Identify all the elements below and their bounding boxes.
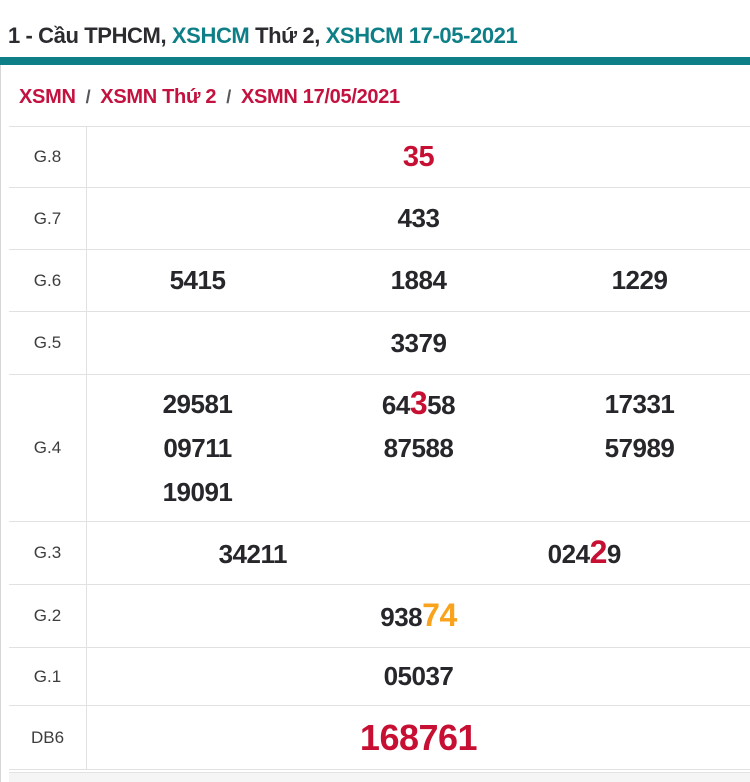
prize-number-segment: 433 — [398, 203, 440, 234]
prize-cell: 1884 — [308, 265, 529, 296]
prize-number-segment: 57989 — [605, 433, 675, 464]
prize-line: 5415 1884 1229 — [87, 265, 750, 296]
prize-number-segment: 09711 — [163, 433, 231, 464]
title-link[interactable]: XSHCM 17-05-2021 — [326, 23, 518, 48]
prize-label: G.8 — [9, 127, 87, 187]
prize-number-segment: 5415 — [170, 265, 226, 296]
prize-number-segment: 87588 — [384, 433, 454, 464]
title-text: 1 - Cầu TPHCM, — [8, 23, 172, 48]
prize-cell: 34211 — [87, 539, 419, 570]
prize-line: 168761 — [87, 720, 750, 756]
prize-number-segment: 3379 — [391, 328, 447, 359]
prize-number-segment: 64 — [382, 390, 410, 421]
prize-label: DB6 — [9, 706, 87, 769]
prize-number-segment: 29581 — [163, 389, 233, 420]
prize-cell: 19091 — [87, 477, 308, 508]
breadcrumb-separator: / — [86, 87, 91, 107]
prize-number-segment: 05037 — [384, 661, 454, 692]
prize-row-g5: G.5 3379 — [9, 311, 750, 374]
breadcrumb-separator: / — [226, 87, 231, 107]
prize-row-g6: G.6 5415 1884 1229 — [9, 249, 750, 311]
prize-cell: 17331 — [529, 389, 750, 420]
prize-cell: 3379 — [87, 328, 750, 359]
prize-number-segment: 9 — [607, 539, 621, 570]
prize-number-segment: 024 — [548, 539, 590, 570]
accent-bar — [0, 57, 750, 65]
prize-line: 433 — [87, 203, 750, 234]
prize-line: 19091 — [87, 470, 750, 514]
prize-line: 35 — [87, 141, 750, 174]
prize-cell: 29581 — [87, 389, 308, 420]
prize-cell: 05037 — [87, 661, 750, 692]
prize-cell: 57989 — [529, 433, 750, 464]
prize-label: G.3 — [9, 522, 87, 584]
prize-row-g7: G.7 433 — [9, 187, 750, 249]
prize-cell: 168761 — [87, 720, 750, 756]
prize-line: 05037 — [87, 661, 750, 692]
prize-number-segment: 938 — [380, 602, 422, 633]
prize-row-g8: G.8 35 — [9, 126, 750, 187]
prize-number-segment: 17331 — [605, 389, 675, 420]
prize-number-segment: 1229 — [612, 265, 668, 296]
highlighted-digit: 3 — [410, 387, 427, 419]
prize-values: 433 — [87, 188, 750, 249]
prize-cell: 1229 — [529, 265, 750, 296]
title-text: Thứ 2, — [249, 23, 325, 48]
prize-values: 168761 — [87, 706, 750, 769]
prize-number-segment: 19091 — [163, 477, 233, 508]
prize-label: G.4 — [9, 375, 87, 521]
breadcrumb-link[interactable]: XSMN Thứ 2 — [100, 86, 216, 108]
page-title: 1 - Cầu TPHCM, XSHCM Thứ 2, XSHCM 17-05-… — [0, 0, 750, 50]
prize-number-segment: 58 — [427, 390, 455, 421]
prize-cell: 35 — [87, 141, 750, 174]
content-panel: XSMN / XSMN Thứ 2 / XSMN 17/05/2021 G.8 35 G.7… — [0, 65, 750, 782]
prize-cell: 09711 — [87, 433, 308, 464]
prize-values: 05037 — [87, 648, 750, 705]
highlighted-digit: 35 — [403, 141, 434, 174]
prize-label: G.1 — [9, 648, 87, 705]
prize-line: 09711 87588 57989 — [87, 426, 750, 470]
prize-cell: 5415 — [87, 265, 308, 296]
title-link[interactable]: XSHCM — [172, 23, 249, 48]
prize-row-db6: DB6 168761 — [9, 705, 750, 770]
prize-label: G.5 — [9, 312, 87, 374]
prize-label: G.2 — [9, 585, 87, 647]
prize-values: 5415 1884 1229 — [87, 250, 750, 311]
prize-row-g1: G.1 05037 — [9, 647, 750, 705]
prize-values: 3379 — [87, 312, 750, 374]
breadcrumb-link[interactable]: XSMN 17/05/2021 — [241, 86, 400, 108]
breadcrumb-link[interactable]: XSMN — [19, 86, 76, 108]
prize-cell: 433 — [87, 203, 750, 234]
highlighted-digit: 168761 — [360, 720, 477, 756]
highlighted-digit: 2 — [590, 536, 607, 568]
prize-cell: 87588 — [308, 433, 529, 464]
prize-values: 35 — [87, 127, 750, 187]
prize-line: 3379 — [87, 328, 750, 359]
prize-label: G.6 — [9, 250, 87, 311]
prize-label: G.7 — [9, 188, 87, 249]
prize-number-segment: 1884 — [391, 265, 447, 296]
breadcrumb: XSMN / XSMN Thứ 2 / XSMN 17/05/2021 — [1, 65, 750, 126]
prize-number-segment: 34211 — [219, 539, 287, 570]
highlighted-digit: 74 — [422, 599, 457, 631]
